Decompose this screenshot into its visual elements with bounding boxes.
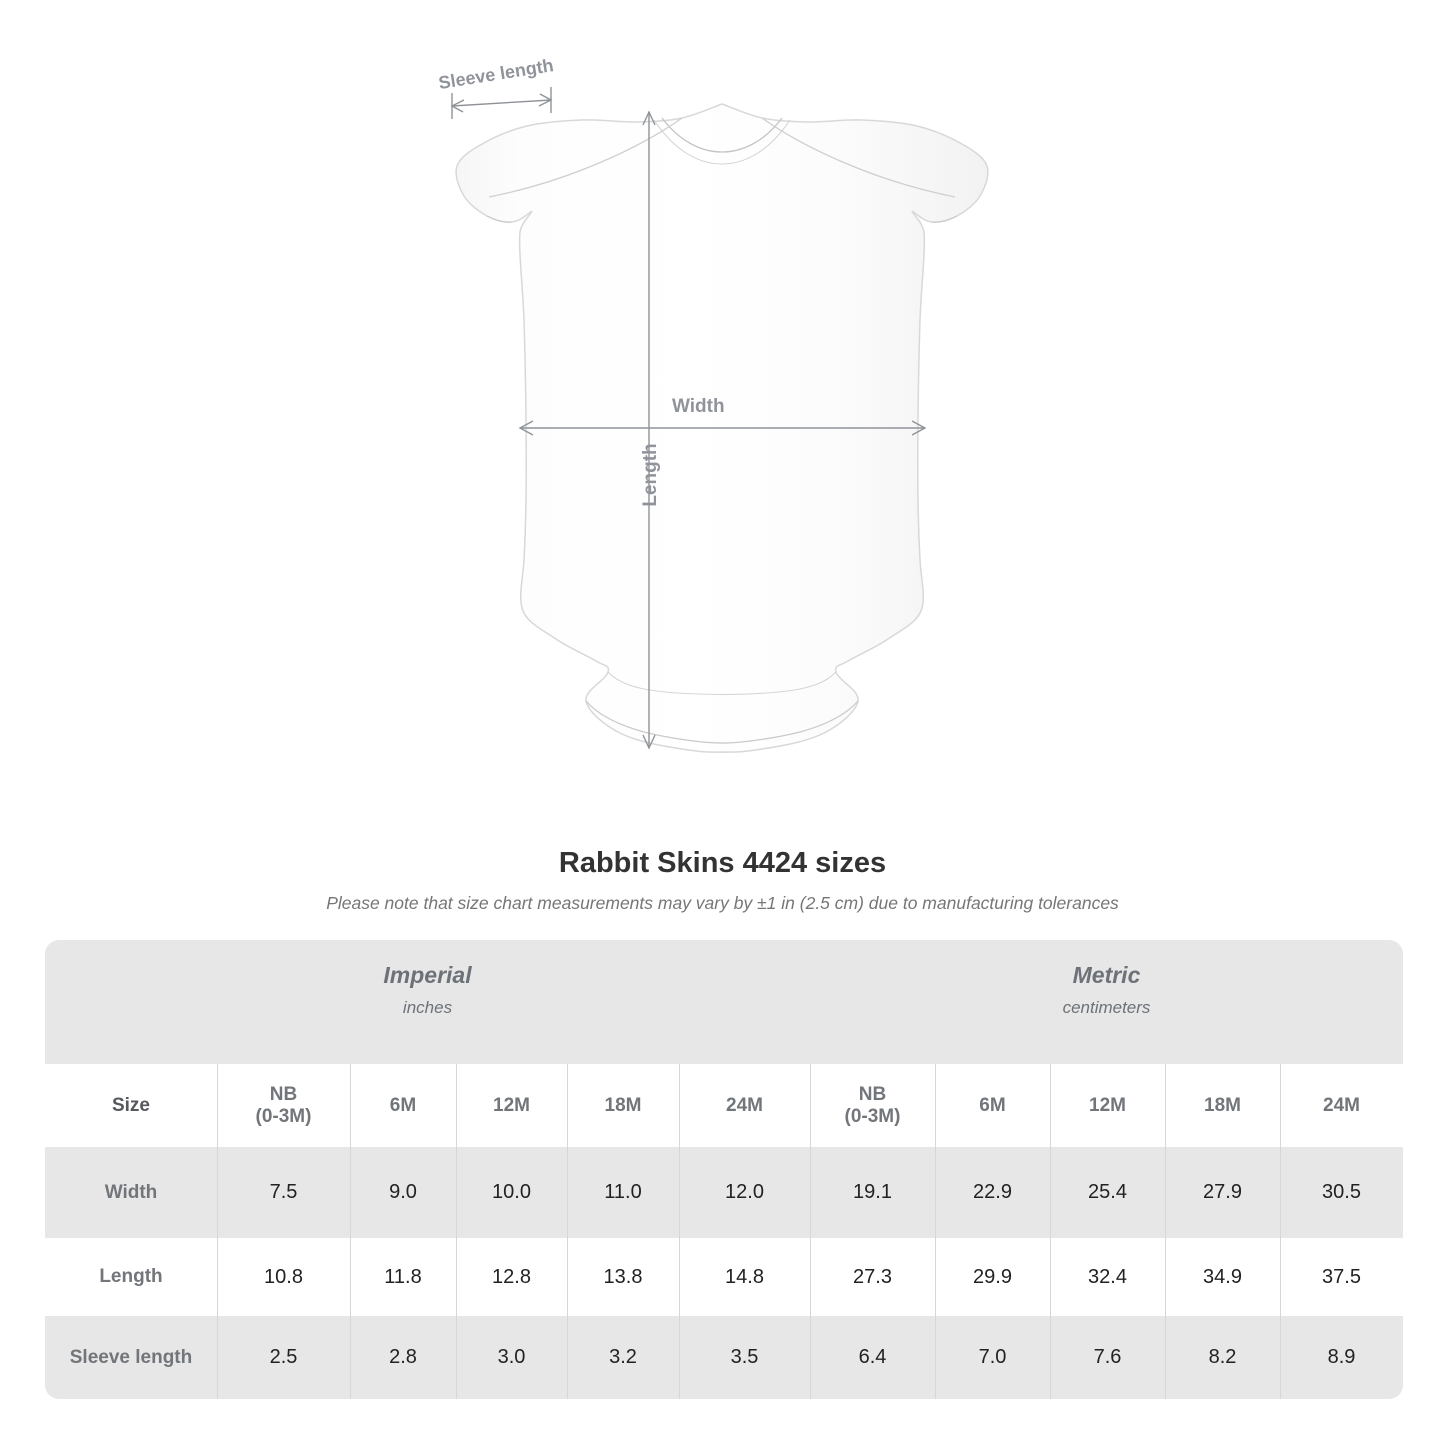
svg-text:Sleeve length: Sleeve length: [437, 55, 555, 93]
svg-text:Width: Width: [672, 396, 725, 417]
svg-text:Length: Length: [640, 443, 661, 506]
